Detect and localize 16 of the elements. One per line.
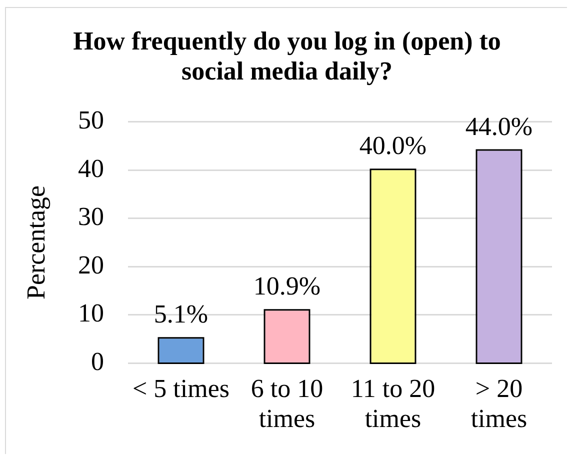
- x-tick-label: > 20 times: [470, 374, 528, 433]
- y-tick-label: 40: [78, 154, 104, 183]
- y-tick-label: 10: [78, 298, 104, 328]
- data-label: 44.0%: [465, 112, 533, 141]
- y-tick-label: 50: [78, 106, 104, 135]
- data-label: 5.1%: [154, 300, 208, 329]
- y-tick-label: 0: [91, 347, 104, 376]
- x-tick-label: < 5 times: [132, 374, 230, 403]
- chart-title: How frequently do you log in (open) to social media daily?: [73, 26, 501, 86]
- data-label: 10.9%: [253, 272, 321, 301]
- y-tick-label: 20: [78, 250, 104, 280]
- y-tick-label: 30: [78, 202, 104, 232]
- x-tick-label: 6 to 10 times: [250, 374, 324, 433]
- data-label: 40.0%: [359, 131, 427, 160]
- x-tick-label: 11 to 20 times: [350, 374, 436, 433]
- y-axis-title: Percentage: [21, 185, 50, 300]
